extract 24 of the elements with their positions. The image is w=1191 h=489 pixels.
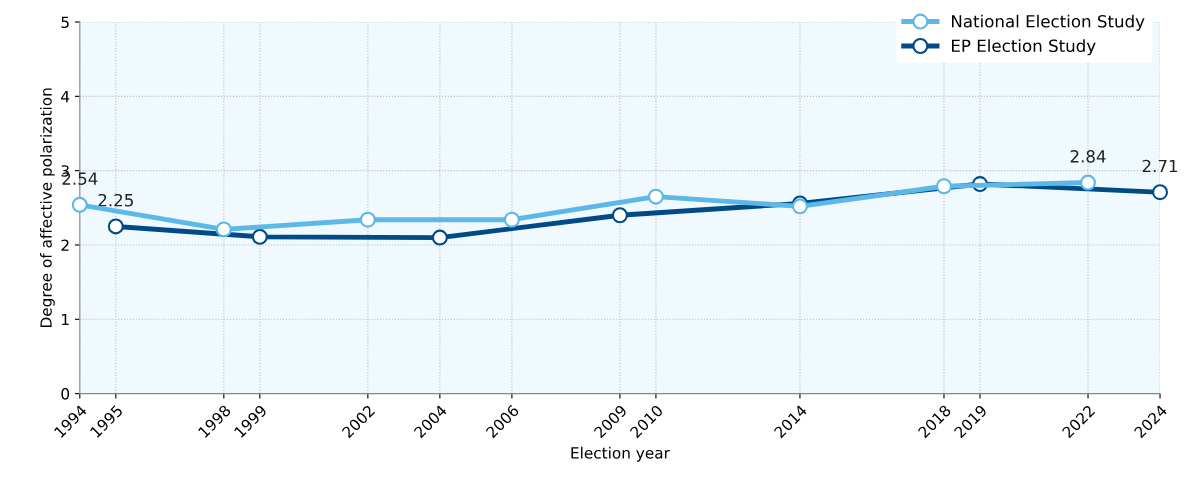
data-label: 2.25 <box>98 193 133 207</box>
y-tick-label: 1 <box>62 313 69 326</box>
legend-label: EP Election Study <box>952 39 1096 56</box>
x-axis-title: Election year <box>571 446 670 462</box>
y-axis-title: Degree of affective polarization <box>40 88 55 327</box>
y-tick-label: 5 <box>61 16 69 29</box>
point <box>107 218 124 235</box>
point <box>359 211 376 228</box>
point <box>431 229 448 246</box>
y-tick-label: 0 <box>61 388 70 400</box>
point <box>71 196 88 213</box>
point <box>1080 174 1096 191</box>
point <box>215 221 232 238</box>
y-tick-label: 2 <box>61 239 69 251</box>
point <box>936 178 952 195</box>
data-label: 2.71 <box>1142 159 1178 173</box>
point <box>503 211 520 228</box>
point <box>251 228 268 245</box>
data-label: 2.84 <box>1070 150 1106 163</box>
y-tick-label: 4 <box>61 91 70 103</box>
point <box>611 207 628 224</box>
point <box>647 188 664 205</box>
legend-label: National Election Study <box>952 14 1145 31</box>
point <box>1152 184 1169 201</box>
